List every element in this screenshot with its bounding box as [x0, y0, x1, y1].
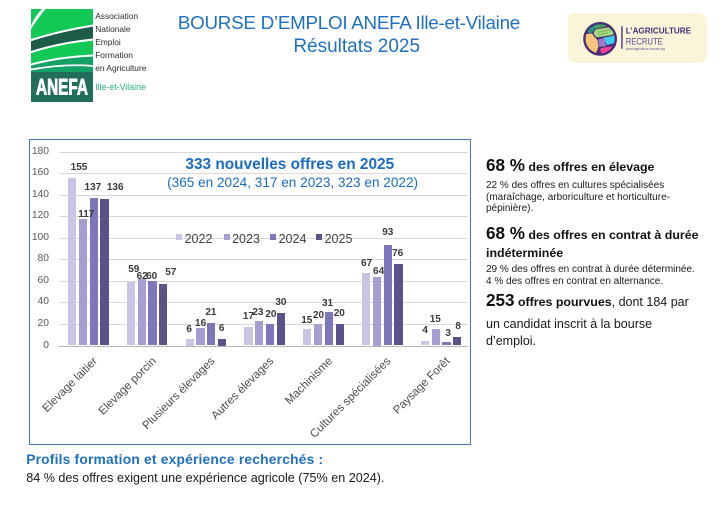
svg-text:L’AGRICULTURE: L’AGRICULTURE — [625, 25, 691, 35]
svg-text:RECRUTE: RECRUTE — [625, 36, 662, 47]
svg-text:ANEFA: ANEFA — [36, 74, 88, 99]
svg-text:www.lagriculture-recrute.org: www.lagriculture-recrute.org — [625, 47, 664, 51]
